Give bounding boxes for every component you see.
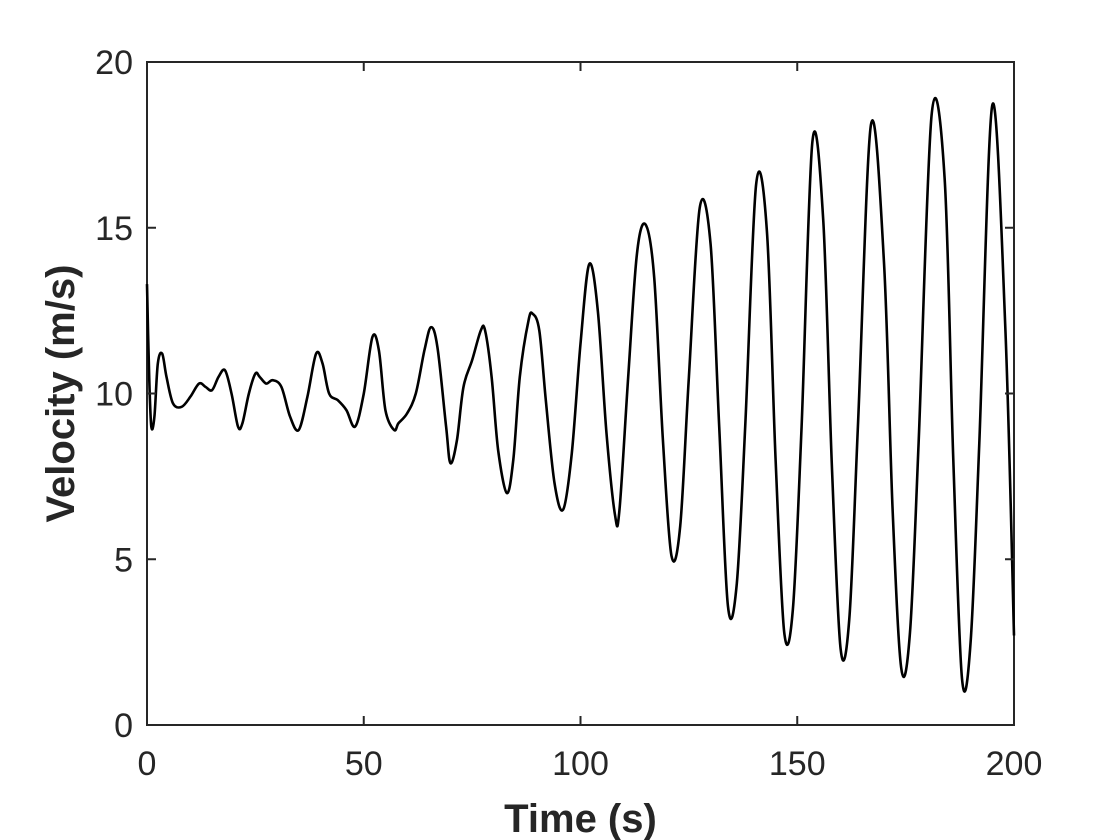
- x-tick-label: 100: [552, 745, 609, 783]
- y-tick-label: 0: [114, 707, 133, 745]
- plot-frame: [146, 61, 1015, 726]
- axes: [146, 61, 1015, 726]
- x-tick-label: 50: [345, 745, 383, 783]
- x-tick-label: 0: [138, 745, 157, 783]
- x-tick-label: 200: [986, 745, 1043, 783]
- x-tick-label: 150: [769, 745, 826, 783]
- series-line-1: [145, 97, 1016, 693]
- x-axis-label: Time (s): [504, 797, 657, 840]
- y-tick-label: 10: [95, 376, 133, 414]
- y-tick-label: 20: [95, 44, 133, 82]
- ticks: 0 50 100 150 200 0 5 10 15 20: [95, 44, 1042, 783]
- y-tick-label: 5: [114, 541, 133, 579]
- y-tick-label: 15: [95, 210, 133, 248]
- y-axis-label: Velocity (m/s): [39, 265, 83, 523]
- series-line-group: [145, 97, 1016, 693]
